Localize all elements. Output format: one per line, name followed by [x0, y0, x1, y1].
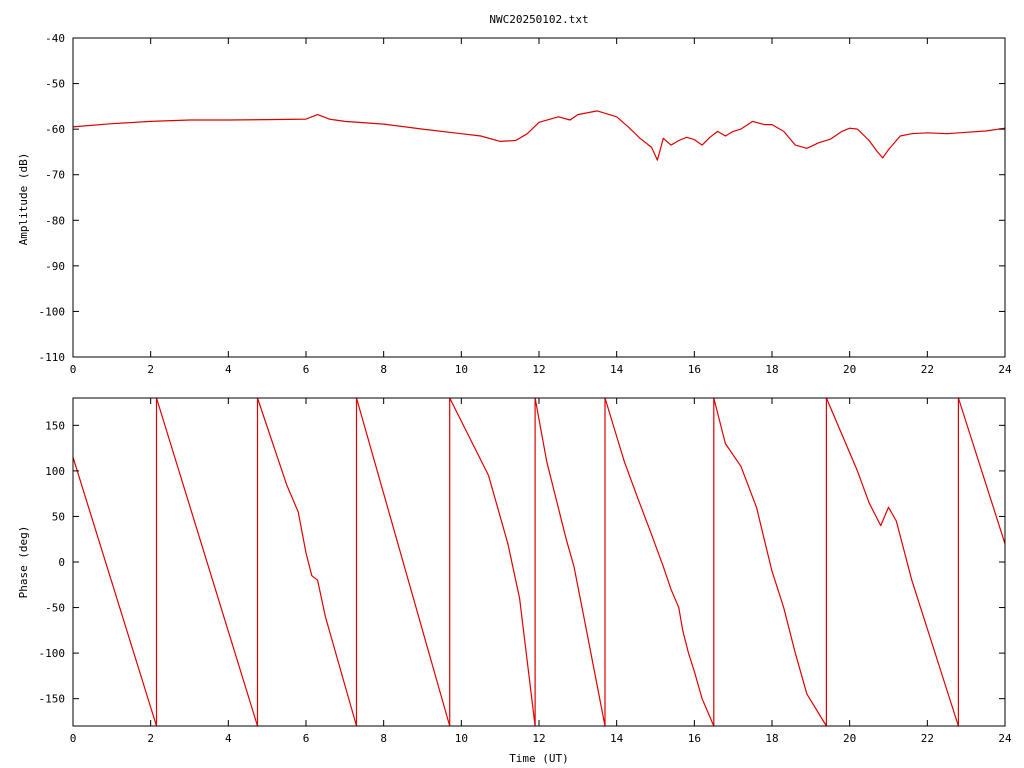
x-tick-label: 10	[455, 732, 468, 745]
y-tick-label: -50	[45, 78, 65, 91]
y-tick-label: -150	[39, 693, 66, 706]
y-tick-label: -70	[45, 169, 65, 182]
y-tick-label: 0	[58, 556, 65, 569]
x-tick-label: 2	[147, 363, 154, 376]
y-tick-label: 150	[45, 419, 65, 432]
x-axis-label: Time (UT)	[509, 752, 569, 765]
x-tick-label: 22	[921, 363, 934, 376]
plot-frame	[72, 37, 1006, 358]
y-tick-label: -50	[45, 602, 65, 615]
amplitude-panel: Amplitude (dB) 0 2 4 6 8 10 12 14 16 18 20 22 24-40-…	[17, 32, 1012, 376]
x-tick-label: 6	[303, 732, 310, 745]
x-tick-label: 24	[998, 732, 1012, 745]
y-tick-label: -110	[39, 351, 66, 364]
y-tick-label: -90	[45, 260, 65, 273]
x-tick-label: 20	[843, 363, 856, 376]
x-tick-label: 14	[610, 732, 624, 745]
x-tick-label: 16	[688, 732, 701, 745]
x-tick-label: 12	[532, 363, 545, 376]
x-tick-label: 6	[303, 363, 310, 376]
x-tick-label: 18	[765, 363, 778, 376]
chart-title: NWC20250102.txt	[489, 13, 588, 26]
series-line-0-0	[72, 110, 1006, 161]
y-tick-label: -60	[45, 123, 65, 136]
y-tick-label: -100	[39, 305, 66, 318]
x-tick-label: 20	[843, 732, 856, 745]
y-tick-label: -80	[45, 214, 65, 227]
y-tick-label: -40	[45, 32, 65, 45]
y-tick-label: 100	[45, 465, 65, 478]
x-tick-label: 22	[921, 732, 934, 745]
phase-panel: Phase (deg) Time (UT) 0 2 4 6 8 10 12 14 16 18 20 2…	[17, 397, 1012, 765]
amplitude-y-axis-label: Amplitude (dB)	[17, 153, 30, 246]
x-tick-label: 16	[688, 363, 701, 376]
x-tick-label: 0	[70, 732, 77, 745]
series-line-1-0	[72, 397, 1006, 727]
x-tick-label: 14	[610, 363, 624, 376]
x-tick-label: 8	[380, 732, 387, 745]
x-tick-label: 4	[225, 732, 232, 745]
x-tick-label: 4	[225, 363, 232, 376]
x-tick-label: 8	[380, 363, 387, 376]
phase-y-axis-label: Phase (deg)	[17, 526, 30, 599]
x-tick-label: 12	[532, 732, 545, 745]
x-tick-label: 18	[765, 732, 778, 745]
y-tick-label: 50	[52, 510, 65, 523]
plot-frame	[72, 397, 1006, 727]
x-tick-label: 24	[998, 363, 1012, 376]
x-tick-label: 10	[455, 363, 468, 376]
y-tick-label: -100	[39, 647, 66, 660]
x-tick-label: 2	[147, 732, 154, 745]
x-tick-label: 0	[70, 363, 77, 376]
